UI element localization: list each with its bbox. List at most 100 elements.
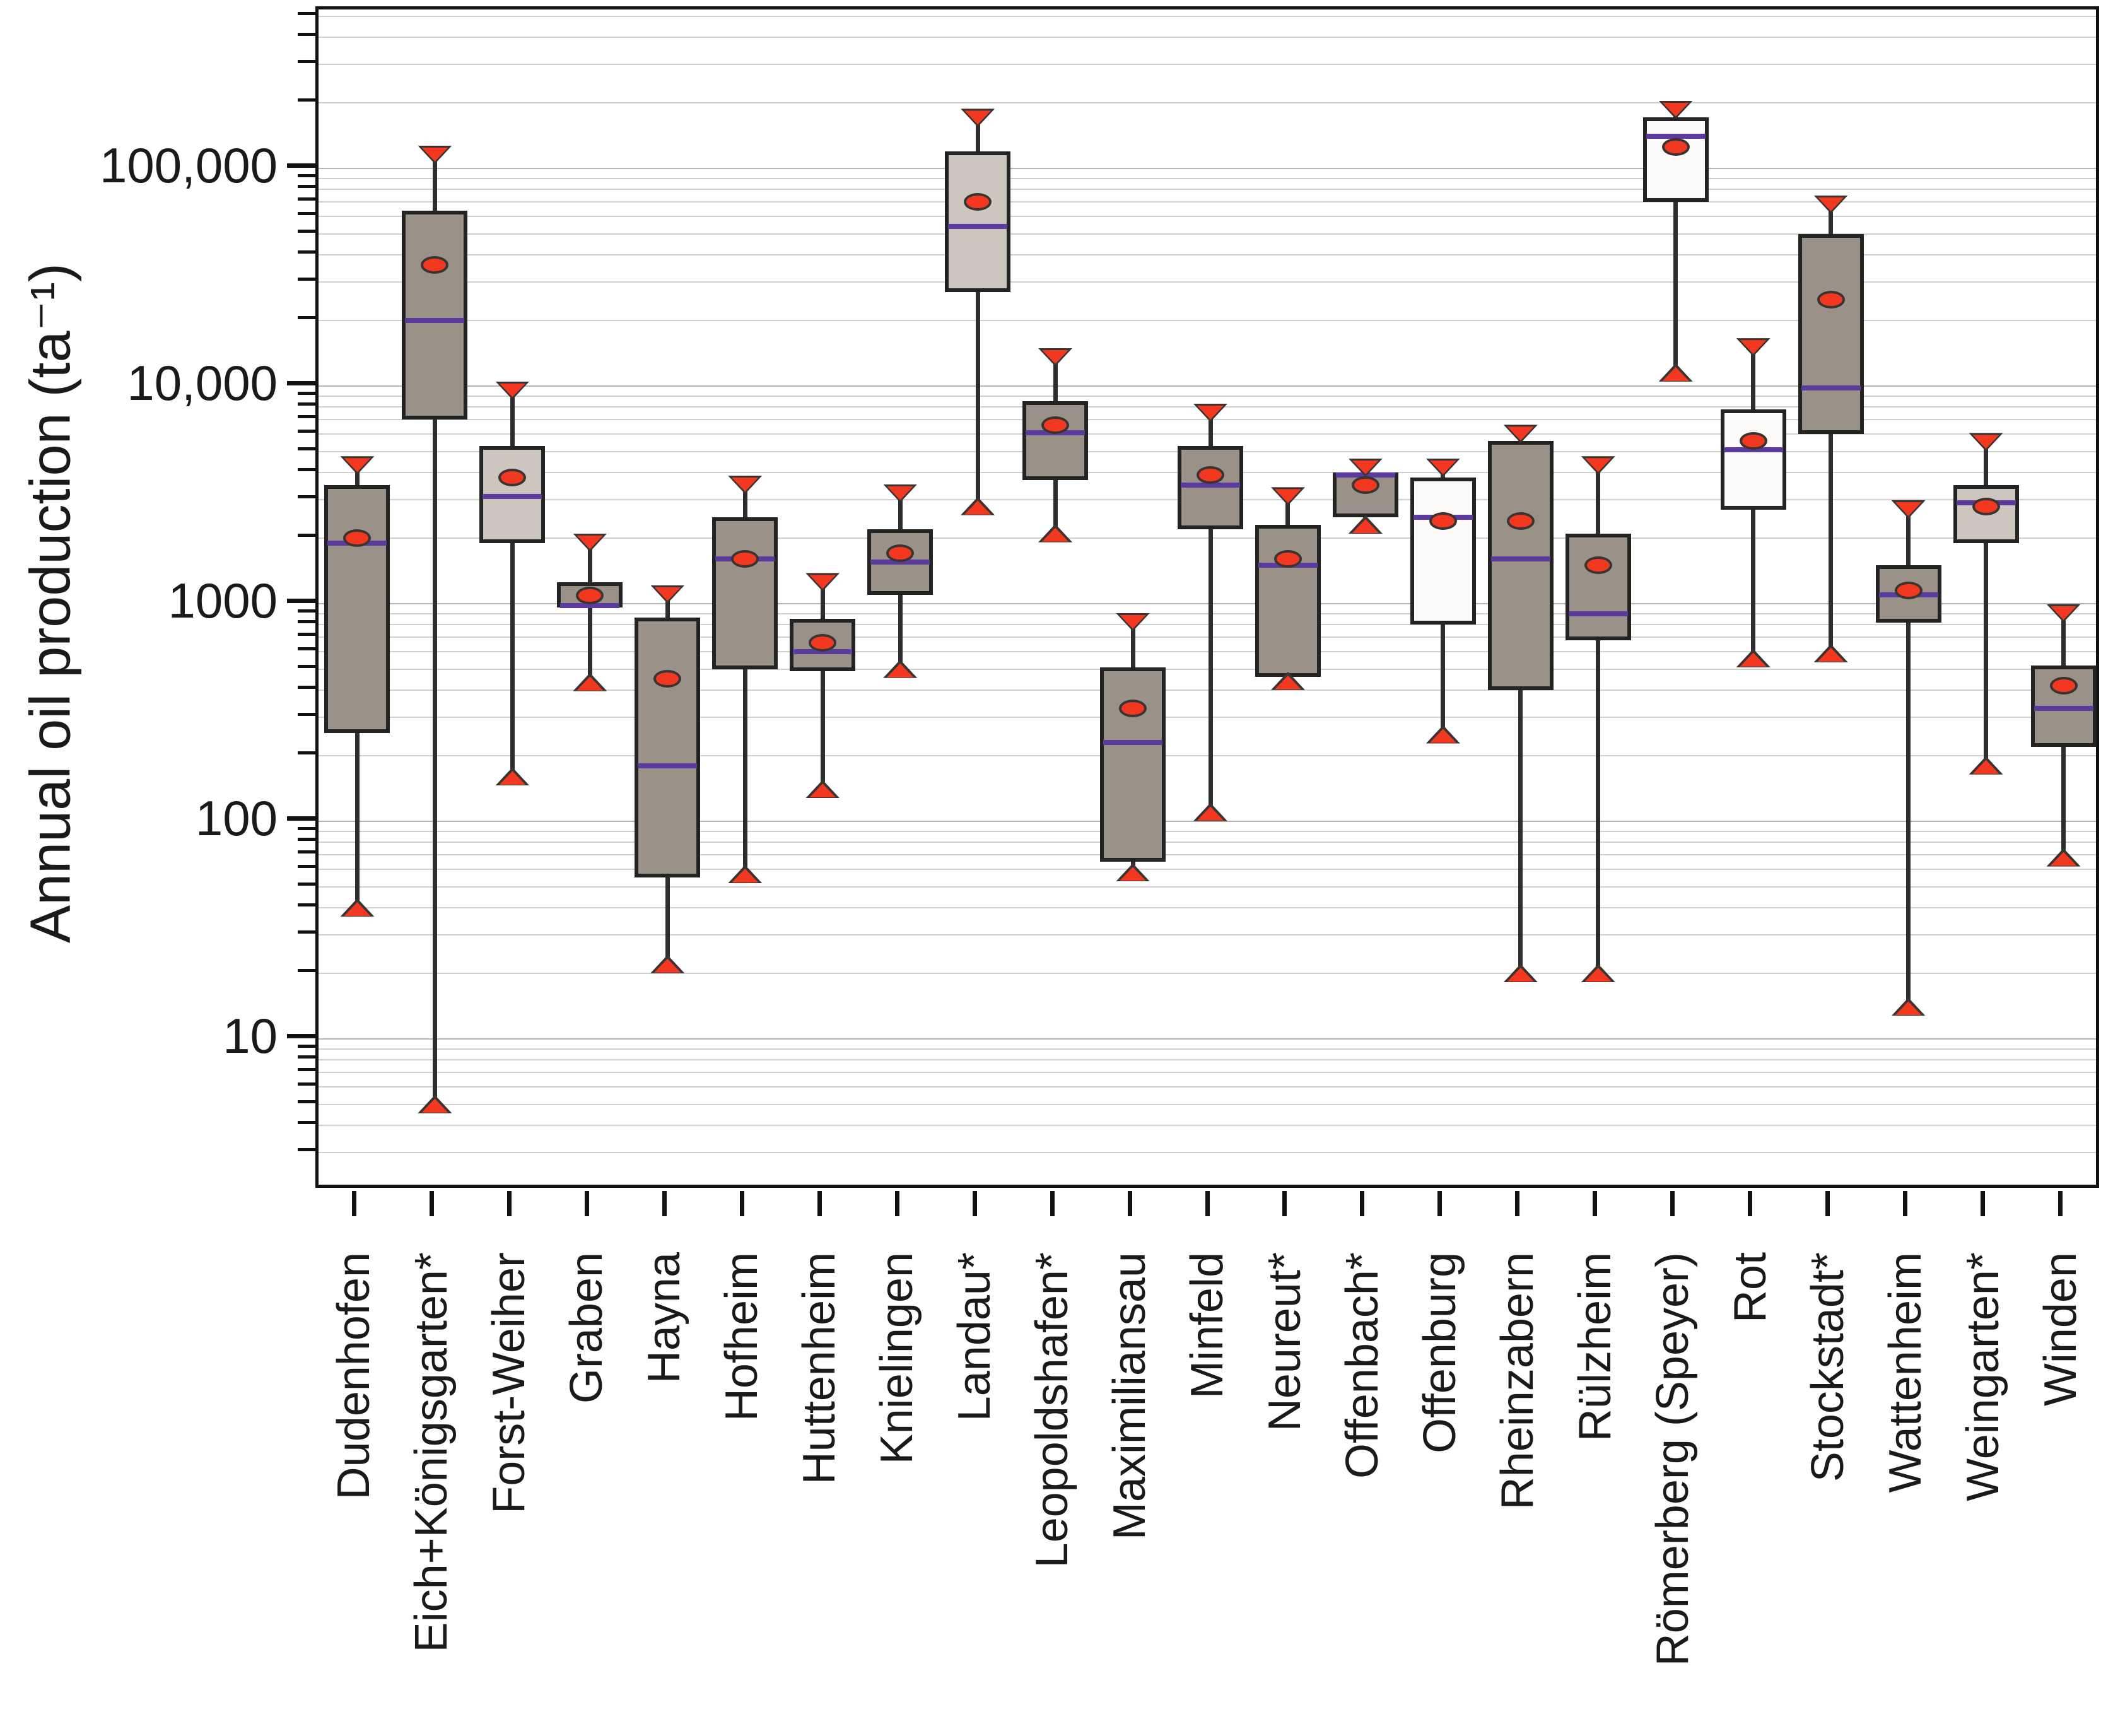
gridline bbox=[319, 537, 2096, 539]
box bbox=[1255, 525, 1321, 677]
series-layer bbox=[319, 9, 2097, 1185]
y-minor-tick bbox=[298, 1100, 315, 1103]
gridline bbox=[319, 1086, 2096, 1088]
mean-marker bbox=[1894, 581, 1923, 599]
median-line bbox=[1490, 556, 1550, 562]
mean-marker bbox=[1351, 476, 1379, 495]
max-triangle-icon bbox=[1348, 458, 1383, 477]
mean-marker bbox=[576, 586, 604, 604]
max-triangle-icon bbox=[1193, 403, 1227, 422]
gridline bbox=[319, 886, 2096, 888]
gridline bbox=[319, 624, 2096, 626]
gridline bbox=[319, 636, 2096, 638]
gridline bbox=[319, 754, 2096, 756]
min-triangle-icon bbox=[1658, 363, 1693, 382]
x-tick bbox=[1515, 1191, 1520, 1216]
x-tick bbox=[506, 1191, 512, 1216]
median-line bbox=[1801, 385, 1861, 390]
box bbox=[1100, 667, 1166, 862]
min-triangle-icon bbox=[805, 780, 840, 799]
min-triangle-icon bbox=[650, 954, 685, 973]
x-tick bbox=[1127, 1191, 1132, 1216]
box bbox=[945, 151, 1011, 292]
y-minor-tick bbox=[298, 533, 315, 537]
max-triangle-fill bbox=[344, 458, 371, 472]
mean-marker bbox=[2049, 676, 2078, 695]
max-triangle-icon bbox=[1891, 500, 1926, 519]
gridline bbox=[319, 189, 2096, 191]
max-triangle-icon bbox=[650, 585, 685, 604]
x-tick bbox=[1825, 1191, 1830, 1216]
max-triangle-icon bbox=[418, 145, 452, 164]
x-category-label: Römerberg (Speyer) bbox=[1647, 1252, 1698, 1667]
mean-marker bbox=[1817, 290, 1845, 308]
min-triangle-icon bbox=[1116, 863, 1150, 882]
whisker bbox=[1596, 466, 1601, 973]
max-triangle-fill bbox=[1662, 102, 1689, 117]
max-triangle-icon bbox=[1116, 613, 1150, 631]
min-triangle-icon bbox=[340, 898, 375, 917]
gridline bbox=[319, 668, 2096, 670]
gridline bbox=[319, 613, 2096, 614]
gridline bbox=[319, 167, 2096, 169]
gridline bbox=[319, 319, 2096, 321]
y-minor-tick bbox=[298, 447, 315, 450]
gridline bbox=[319, 1103, 2096, 1105]
y-minor-tick bbox=[298, 391, 315, 395]
y-minor-tick bbox=[298, 60, 315, 64]
y-minor-tick bbox=[298, 315, 315, 319]
max-triangle-fill bbox=[1429, 460, 1456, 474]
median-line bbox=[948, 224, 1008, 230]
gridline bbox=[319, 869, 2096, 871]
max-triangle-fill bbox=[499, 383, 526, 397]
y-minor-tick bbox=[298, 713, 315, 717]
x-tick bbox=[429, 1191, 434, 1216]
x-category-label: Offenbach* bbox=[1337, 1252, 1388, 1479]
x-category-label: Rot bbox=[1724, 1252, 1776, 1323]
max-triangle-fill bbox=[1042, 349, 1069, 364]
y-minor-tick bbox=[298, 1148, 315, 1152]
x-tick bbox=[2058, 1191, 2063, 1216]
gridline bbox=[319, 177, 2096, 179]
x-tick bbox=[894, 1191, 899, 1216]
y-minor-tick bbox=[298, 415, 315, 419]
gridline bbox=[319, 233, 2096, 235]
max-triangle-fill bbox=[654, 587, 681, 601]
box bbox=[1565, 533, 1631, 640]
max-triangle-icon bbox=[883, 484, 918, 503]
y-minor-tick bbox=[298, 930, 315, 934]
gridline bbox=[319, 934, 2096, 936]
y-tick-label: 10 bbox=[223, 1007, 278, 1064]
x-tick bbox=[739, 1191, 744, 1216]
x-category-label: Hayna bbox=[639, 1252, 690, 1384]
x-tick bbox=[1437, 1191, 1443, 1216]
max-triangle-fill bbox=[2050, 606, 2077, 620]
max-triangle-fill bbox=[732, 478, 759, 492]
max-triangle-fill bbox=[421, 147, 448, 161]
x-tick bbox=[817, 1191, 822, 1216]
mean-marker bbox=[1584, 556, 1612, 575]
box bbox=[1720, 409, 1786, 510]
min-triangle-icon bbox=[418, 1094, 452, 1113]
mean-marker bbox=[1041, 416, 1070, 435]
max-triangle-fill bbox=[887, 486, 914, 500]
x-tick bbox=[662, 1191, 667, 1216]
gridline bbox=[319, 64, 2096, 66]
x-tick bbox=[584, 1191, 589, 1216]
min-triangle-icon bbox=[1193, 802, 1227, 821]
x-category-label: Stockstadt* bbox=[1802, 1252, 1853, 1482]
y-major-tick bbox=[287, 380, 315, 385]
y-minor-tick bbox=[298, 185, 315, 189]
median-line bbox=[1103, 740, 1163, 746]
x-category-label: Rülzheim bbox=[1569, 1252, 1620, 1442]
mean-marker bbox=[886, 544, 915, 563]
gridline bbox=[319, 1048, 2096, 1050]
whisker bbox=[742, 485, 747, 875]
y-minor-tick bbox=[298, 229, 315, 233]
gridline bbox=[319, 842, 2096, 843]
mean-marker bbox=[1197, 466, 1224, 484]
min-triangle-icon bbox=[883, 659, 918, 678]
box bbox=[324, 485, 390, 733]
box bbox=[1022, 401, 1089, 480]
max-triangle-fill bbox=[1895, 502, 1922, 517]
